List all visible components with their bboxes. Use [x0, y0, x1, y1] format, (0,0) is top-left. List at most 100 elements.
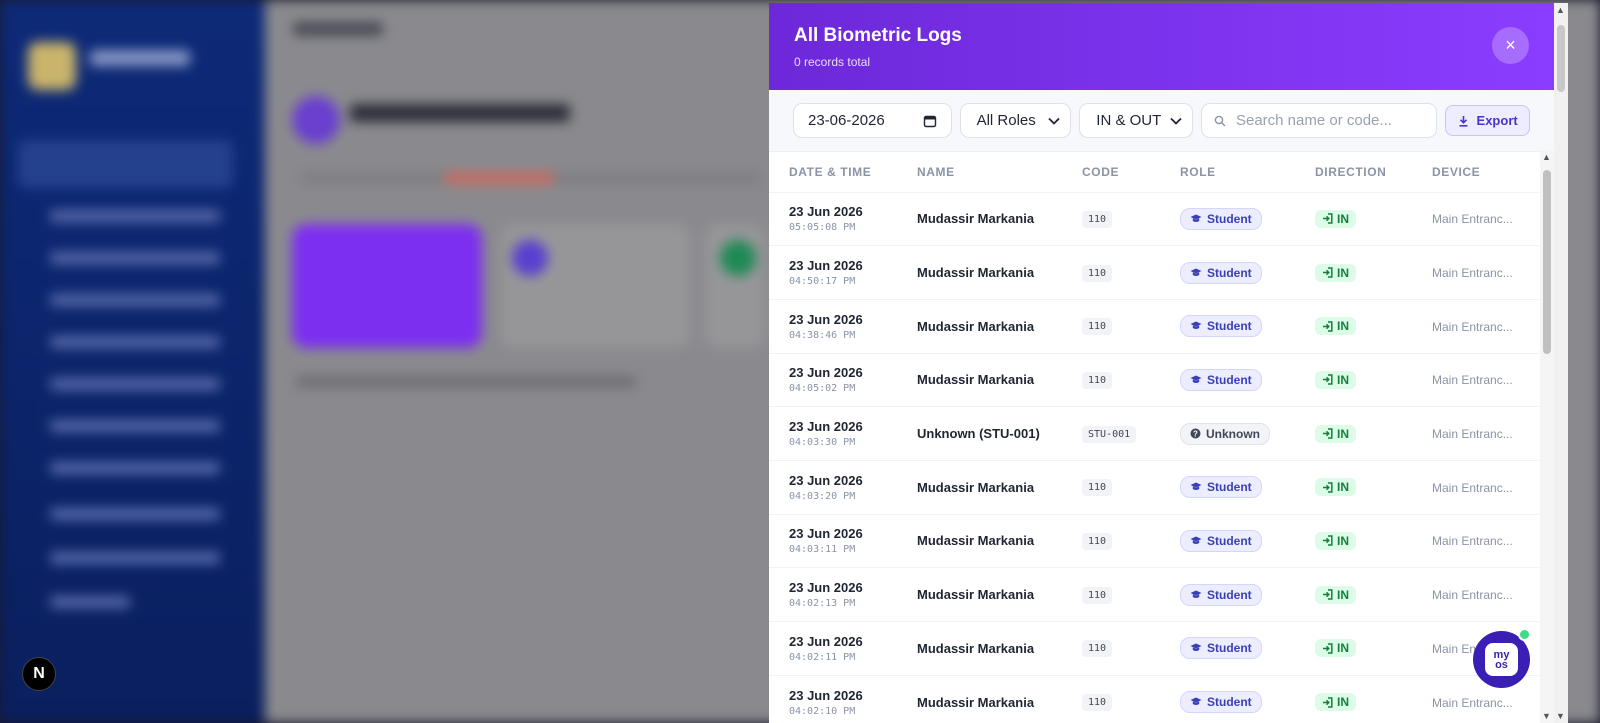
- table-row[interactable]: 23 Jun 2026 04:03:11 PM Mudassir Markania 1…: [769, 513, 1539, 568]
- sign-in-icon: [1323, 482, 1333, 493]
- bg-title: [293, 22, 383, 36]
- cell-role: Student: [1160, 352, 1295, 407]
- col-header-date[interactable]: DATE & TIME: [769, 152, 897, 192]
- col-header-name[interactable]: NAME: [897, 152, 1062, 192]
- bg-nav-item: [50, 336, 220, 348]
- direction-badge: IN: [1315, 424, 1356, 443]
- cell-direction: IN: [1295, 459, 1412, 515]
- cell-code: 110: [1062, 513, 1160, 568]
- cell-code: 110: [1062, 567, 1160, 622]
- person-name: Mudassir Markania: [917, 211, 1035, 227]
- search-input[interactable]: Search name or code...: [1200, 103, 1438, 138]
- table-scroll-thumb[interactable]: [1543, 170, 1551, 354]
- bg-nav-item: [50, 508, 220, 520]
- log-time: 04:03:11 PM: [789, 544, 856, 556]
- cell-role: Student: [1160, 191, 1295, 246]
- col-header-direction[interactable]: DIRECTION: [1295, 152, 1412, 192]
- graduation-cap-icon: [1190, 536, 1202, 544]
- cell-device: Main Entranc...: [1412, 459, 1539, 515]
- table-scrollbar[interactable]: ▲ ▼: [1540, 150, 1554, 723]
- biometric-logs-panel: All Biometric Logs 0 records total × 23-…: [769, 3, 1554, 723]
- date-value: 23-06-2026: [808, 112, 885, 129]
- download-icon: [1459, 115, 1468, 127]
- chevron-down-icon: [1048, 117, 1060, 125]
- log-time: 04:02:10 PM: [789, 705, 856, 717]
- scroll-down-arrow-icon[interactable]: ▼: [1542, 711, 1551, 721]
- graduation-cap-icon: [1190, 697, 1202, 706]
- table-row[interactable]: 23 Jun 2026 04:03:20 PM Mudassir Markania 1…: [769, 459, 1539, 515]
- log-time: 04:05:02 PM: [789, 383, 856, 395]
- cell-direction: IN: [1295, 245, 1412, 300]
- myos-logo-icon: my os: [1485, 643, 1518, 676]
- role-badge: Student: [1180, 207, 1262, 230]
- date-input[interactable]: 23-06-2026: [793, 103, 952, 138]
- role-badge: Student: [1180, 476, 1262, 499]
- cell-direction: IN: [1295, 621, 1412, 676]
- scroll-up-arrow-icon[interactable]: ▲: [1542, 152, 1551, 162]
- table-row[interactable]: 23 Jun 2026 04:03:30 PM Unknown (STU-001) S…: [769, 406, 1539, 461]
- bg-logo: [28, 42, 76, 90]
- cell-date-time: 23 Jun 2026 04:03:11 PM: [769, 513, 897, 568]
- person-code: 110: [1082, 640, 1113, 658]
- table-row[interactable]: 23 Jun 2026 05:05:08 PM Mudassir Markania 1…: [769, 191, 1539, 246]
- person-code: 110: [1082, 371, 1113, 389]
- cell-name: Mudassir Markania: [897, 567, 1062, 622]
- sign-in-icon: [1323, 535, 1333, 547]
- role-label: Student: [1207, 695, 1252, 710]
- calendar-icon[interactable]: [923, 114, 937, 128]
- person-code: 110: [1082, 210, 1113, 228]
- page-scrollbar[interactable]: ▲ ▼: [1554, 3, 1568, 723]
- table-row[interactable]: 23 Jun 2026 04:38:46 PM Mudassir Markania 1…: [769, 298, 1539, 354]
- page-scroll-down-icon[interactable]: ▼: [1556, 711, 1565, 721]
- direction-badge: IN: [1315, 317, 1356, 336]
- cell-device: Main Entranc...: [1412, 674, 1539, 723]
- close-button[interactable]: ×: [1492, 27, 1529, 64]
- graduation-cap-icon: [1190, 375, 1202, 383]
- col-header-device[interactable]: DEVICE: [1412, 152, 1539, 192]
- next-dev-badge[interactable]: N: [22, 657, 56, 691]
- cell-direction: IN: [1295, 567, 1412, 622]
- table-row[interactable]: 23 Jun 2026 04:02:11 PM Mudassir Markania 1…: [769, 621, 1539, 676]
- cell-date-time: 23 Jun 2026 04:02:13 PM: [769, 567, 897, 622]
- cell-device: Main Entranc...: [1412, 567, 1539, 622]
- log-date: 23 Jun 2026: [789, 258, 863, 274]
- cell-role: Student: [1160, 567, 1295, 622]
- table-row[interactable]: 23 Jun 2026 04:02:13 PM Mudassir Markania 1…: [769, 567, 1539, 622]
- bg-logo-text: [90, 50, 190, 66]
- cell-code: 110: [1062, 352, 1160, 407]
- col-header-code[interactable]: CODE: [1062, 152, 1160, 192]
- cell-code: 110: [1062, 298, 1160, 354]
- export-button[interactable]: Export: [1445, 105, 1530, 136]
- bg-nav-active: [18, 140, 233, 188]
- table-row[interactable]: 23 Jun 2026 04:50:17 PM Mudassir Markania 1…: [769, 245, 1539, 300]
- direction-badge: IN: [1315, 478, 1356, 497]
- person-name: Mudassir Markania: [917, 265, 1035, 281]
- cell-name: Unknown (STU-001): [897, 406, 1062, 461]
- role-label: Student: [1207, 533, 1252, 548]
- myos-widget-button[interactable]: my os: [1473, 631, 1530, 688]
- role-select[interactable]: All Roles: [959, 103, 1072, 138]
- log-date: 23 Jun 2026: [789, 472, 863, 488]
- direction-label: IN: [1337, 641, 1349, 656]
- table-row[interactable]: 23 Jun 2026 04:05:02 PM Mudassir Markania 1…: [769, 352, 1539, 407]
- col-header-role[interactable]: ROLE: [1160, 152, 1295, 192]
- cell-role: Student: [1160, 513, 1295, 568]
- bg-nav-item: [50, 462, 220, 474]
- cell-name: Mudassir Markania: [897, 621, 1062, 676]
- cell-date-time: 23 Jun 2026 04:03:20 PM: [769, 459, 897, 515]
- direction-badge: IN: [1315, 585, 1356, 604]
- device-name: Main Entranc...: [1432, 212, 1513, 227]
- role-badge: Student: [1180, 583, 1262, 606]
- page-scroll-up-icon[interactable]: ▲: [1556, 5, 1565, 15]
- table-header-row: DATE & TIME NAME CODE ROLE DIRECTION DEV…: [769, 152, 1539, 192]
- cell-date-time: 23 Jun 2026 04:50:17 PM: [769, 245, 897, 300]
- graduation-cap-icon: [1190, 214, 1202, 222]
- chevron-down-icon: [1170, 117, 1182, 125]
- page-scroll-thumb[interactable]: [1557, 25, 1565, 92]
- cell-code: 110: [1062, 621, 1160, 676]
- table-row[interactable]: 23 Jun 2026 04:02:10 PM Mudassir Markania 1…: [769, 674, 1539, 723]
- device-name: Main Entranc...: [1432, 480, 1513, 495]
- direction-select[interactable]: IN & OUT: [1079, 103, 1193, 138]
- cell-name: Mudassir Markania: [897, 513, 1062, 568]
- bg-row: [296, 376, 636, 388]
